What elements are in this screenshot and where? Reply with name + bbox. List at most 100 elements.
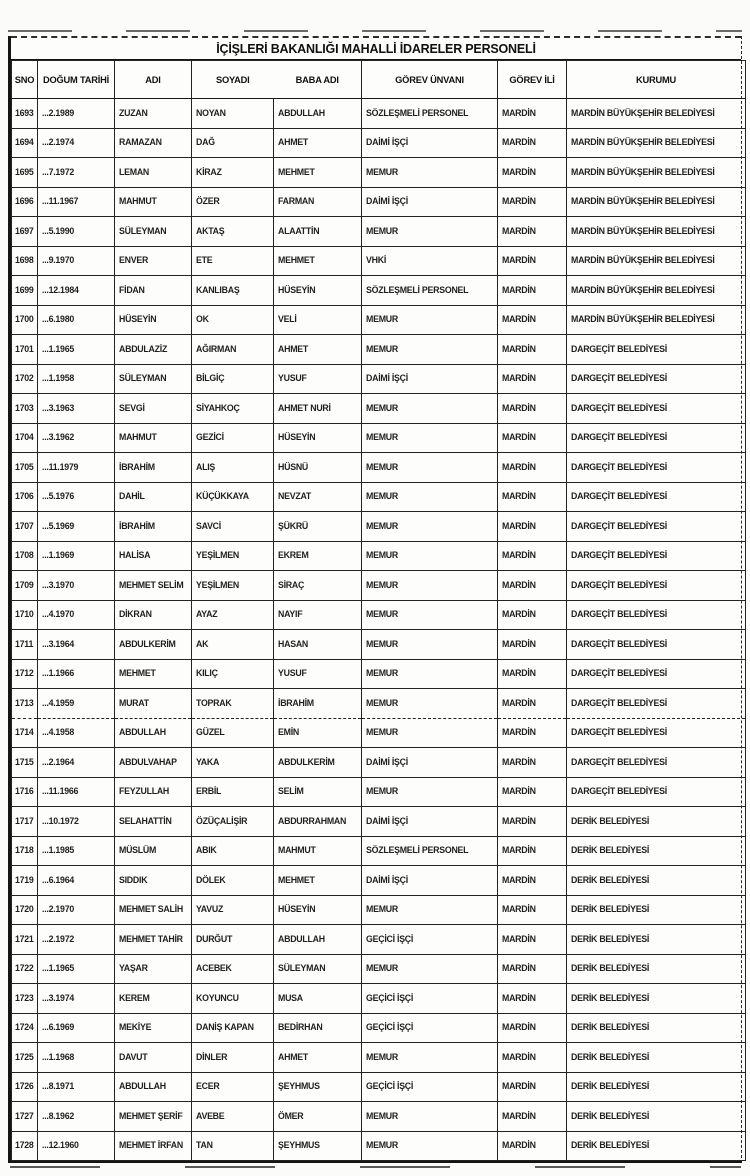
cell-sno: 1711 xyxy=(11,629,38,660)
table-row: 1701 ...1.1965 ABDULAZİZ AĞIRMAN AHMET MEMUR M… xyxy=(11,334,746,365)
column-header-row: SNO DOĞUM TARİHİ ADI SOYADI BABA ADI GÖREV ÜN… xyxy=(11,60,746,99)
cell-dogum_tarihi: ...12.1960 xyxy=(37,1130,115,1161)
cell-sno: 1725 xyxy=(11,1042,38,1073)
table-row: 1699 ...12.1984 FİDAN KANLIBAŞ HÜSEYİN SÖZLEŞ… xyxy=(11,275,746,306)
cell-sno: 1710 xyxy=(11,599,38,630)
cell-gorev_ili: MARDİN xyxy=(497,894,567,925)
cell-gorev_unvani: MEMUR xyxy=(361,216,498,247)
cell-sno: 1719 xyxy=(11,865,38,896)
cell-sno: 1715 xyxy=(11,747,38,778)
table-body: 1693 ...2.1989 ZUZAN NOYAN ABDULLAH SÖZLEŞMEL… xyxy=(11,98,746,1161)
cell-kurumu: DARGEÇİT BELEDİYESİ xyxy=(566,422,746,453)
cell-dogum_tarihi: ...3.1970 xyxy=(37,570,115,601)
cell-baba_adi: MEHMET xyxy=(273,865,362,896)
cell-sno: 1714 xyxy=(11,717,38,748)
cell-gorev_ili: MARDİN xyxy=(497,422,567,453)
cell-dogum_tarihi: ...1.1965 xyxy=(37,953,115,984)
cell-dogum_tarihi: ...2.1970 xyxy=(37,894,115,925)
document-title: İÇİŞLERİ BAKANLIĞI MAHALLİ İDARELER PERS… xyxy=(216,41,536,56)
cell-adi: MEHMET SALİH xyxy=(114,894,192,925)
cell-baba_adi: NEVZAT xyxy=(273,481,362,512)
cell-baba_adi: SELİM xyxy=(273,776,362,807)
cell-sno: 1701 xyxy=(11,334,38,365)
cell-gorev_unvani: MEMUR xyxy=(361,304,498,335)
cell-baba_adi: NAYIF xyxy=(273,599,362,630)
cell-baba_adi: İBRAHİM xyxy=(273,688,362,719)
cell-soyadi: DİNLER xyxy=(191,1042,274,1073)
cell-dogum_tarihi: ...1.1969 xyxy=(37,540,115,571)
cell-adi: HÜSEYİN xyxy=(114,304,192,335)
cell-gorev_ili: MARDİN xyxy=(497,717,567,748)
cell-dogum_tarihi: ...6.1969 xyxy=(37,1012,115,1043)
column-header-gorev_unvani: GÖREV ÜNVANI xyxy=(361,60,498,99)
table-row: 1704 ...3.1962 MAHMUT GEZİCİ HÜSEYİN MEMUR MAR… xyxy=(11,422,746,453)
cell-adi: MEHMET SELİM xyxy=(114,570,192,601)
cell-soyadi: YAKA xyxy=(191,747,274,778)
cell-soyadi: DAĞ xyxy=(191,127,274,158)
table-row: 1703 ...3.1963 SEVGİ SİYAHKOÇ AHMET NURİ MEMU… xyxy=(11,393,746,424)
cell-kurumu: DERİK BELEDİYESİ xyxy=(566,1012,746,1043)
column-header-dogum_tarihi: DOĞUM TARİHİ xyxy=(37,60,115,99)
cell-baba_adi: BEDİRHAN xyxy=(273,1012,362,1043)
cell-baba_adi: ABDULLAH xyxy=(273,924,362,955)
cell-kurumu: MARDİN BÜYÜKŞEHİR BELEDİYESİ xyxy=(566,157,746,188)
cell-gorev_unvani: MEMUR xyxy=(361,629,498,660)
cell-soyadi: ERBİL xyxy=(191,776,274,807)
table-row: 1727 ...8.1962 MEHMET ŞERİF AVEBE ÖMER MEMUR M… xyxy=(11,1101,746,1132)
table-row: 1694 ...2.1974 RAMAZAN DAĞ AHMET DAİMİ İŞÇİ MA… xyxy=(11,127,746,158)
column-header-gorev_ili: GÖREV İLİ xyxy=(497,60,567,99)
table-row: 1717 ...10.1972 SELAHATTİN ÖZÜÇALİŞİR ABDURR… xyxy=(11,806,746,837)
cell-soyadi: KOYUNCU xyxy=(191,983,274,1014)
cell-dogum_tarihi: ...2.1974 xyxy=(37,127,115,158)
table-row: 1695 ...7.1972 LEMAN KİRAZ MEHMET MEMUR MARDİN… xyxy=(11,157,746,188)
cell-gorev_unvani: MEMUR xyxy=(361,599,498,630)
cell-kurumu: DARGEÇİT BELEDİYESİ xyxy=(566,658,746,689)
cell-kurumu: MARDİN BÜYÜKŞEHİR BELEDİYESİ xyxy=(566,216,746,247)
cell-kurumu: DARGEÇİT BELEDİYESİ xyxy=(566,776,746,807)
cell-gorev_unvani: DAİMİ İŞÇİ xyxy=(361,363,498,394)
cell-gorev_unvani: MEMUR xyxy=(361,1042,498,1073)
cell-baba_adi: ALAATTİN xyxy=(273,216,362,247)
cell-dogum_tarihi: ...3.1963 xyxy=(37,393,115,424)
cell-kurumu: MARDİN BÜYÜKŞEHİR BELEDİYESİ xyxy=(566,245,746,276)
cell-adi: YAŞAR xyxy=(114,953,192,984)
cell-baba_adi: SÜLEYMAN xyxy=(273,953,362,984)
cell-sno: 1695 xyxy=(11,157,38,188)
cell-gorev_unvani: SÖZLEŞMELİ PERSONEL xyxy=(361,98,498,129)
cell-gorev_unvani: MEMUR xyxy=(361,776,498,807)
cell-sno: 1720 xyxy=(11,894,38,925)
cell-sno: 1698 xyxy=(11,245,38,276)
cell-dogum_tarihi: ...8.1962 xyxy=(37,1101,115,1132)
cell-gorev_ili: MARDİN xyxy=(497,688,567,719)
cell-gorev_unvani: SÖZLEŞMELİ PERSONEL xyxy=(361,275,498,306)
cell-gorev_unvani: MEMUR xyxy=(361,688,498,719)
cell-dogum_tarihi: ...2.1972 xyxy=(37,924,115,955)
column-header-adi: ADI xyxy=(114,60,192,99)
cell-gorev_ili: MARDİN xyxy=(497,511,567,542)
cell-dogum_tarihi: ...11.1979 xyxy=(37,452,115,483)
cell-adi: SIDDIK xyxy=(114,865,192,896)
cell-sno: 1697 xyxy=(11,216,38,247)
cell-baba_adi: ŞÜKRÜ xyxy=(273,511,362,542)
cell-dogum_tarihi: ...11.1966 xyxy=(37,776,115,807)
cell-baba_adi: HÜSEYİN xyxy=(273,422,362,453)
cell-baba_adi: YUSUF xyxy=(273,363,362,394)
cell-sno: 1721 xyxy=(11,924,38,955)
cell-adi: ZUZAN xyxy=(114,98,192,129)
table-row: 1726 ...8.1971 ABDULLAH ECER ŞEYHMUS GEÇİCİ İ… xyxy=(11,1071,746,1102)
cell-baba_adi: VELİ xyxy=(273,304,362,335)
cell-adi: MÜSLÜM xyxy=(114,835,192,866)
cell-gorev_unvani: MEMUR xyxy=(361,1130,498,1161)
cell-dogum_tarihi: ...2.1964 xyxy=(37,747,115,778)
cell-gorev_ili: MARDİN xyxy=(497,540,567,571)
cell-soyadi: TOPRAK xyxy=(191,688,274,719)
cell-soyadi: AKTAŞ xyxy=(191,216,274,247)
cell-gorev_unvani: MEMUR xyxy=(361,481,498,512)
cell-gorev_unvani: SÖZLEŞMELİ PERSONEL xyxy=(361,835,498,866)
cell-baba_adi: MAHMUT xyxy=(273,835,362,866)
cell-gorev_ili: MARDİN xyxy=(497,304,567,335)
cell-kurumu: DARGEÇİT BELEDİYESİ xyxy=(566,540,746,571)
cell-adi: SELAHATTİN xyxy=(114,806,192,837)
cell-gorev_unvani: DAİMİ İŞÇİ xyxy=(361,186,498,217)
cell-gorev_ili: MARDİN xyxy=(497,570,567,601)
